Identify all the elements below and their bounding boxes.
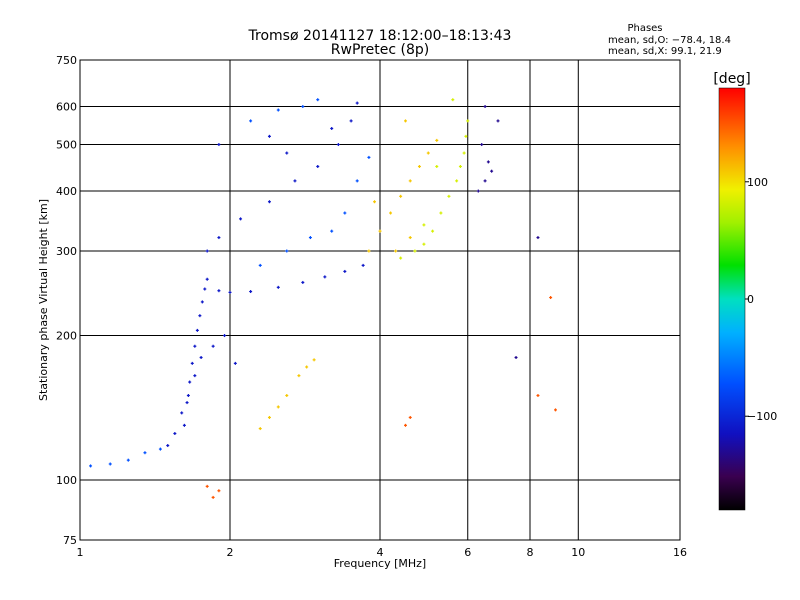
y-tick-label: 300 <box>56 245 77 258</box>
colorbar-tick-label: −100 <box>747 410 777 423</box>
phase-info-x: mean, sd,X: 99.1, 21.9 <box>608 46 722 57</box>
y-tick-label: 200 <box>56 330 77 343</box>
y-tick-label: 750 <box>56 54 77 67</box>
plot-frame <box>79 59 681 541</box>
x-axis-label: Frequency [MHz] <box>334 557 426 570</box>
x-tick-label: 6 <box>464 546 471 559</box>
y-tick-label: 600 <box>56 101 77 114</box>
phase-info-heading: Phases <box>627 23 662 34</box>
y-tick-label: 400 <box>56 185 77 198</box>
y-tick-label: 500 <box>56 139 77 152</box>
y-tick-label: 100 <box>56 474 77 487</box>
colorbar <box>718 87 746 511</box>
colorbar-tick-label: 100 <box>747 176 768 189</box>
axis-ticks: 1 2 4 6 8 10 16 75 100 200 300 400 500 600 750 <box>56 54 687 559</box>
chart-subtitle: RwPretec (8p) <box>331 42 429 58</box>
colorbar-label: [deg] <box>713 71 750 87</box>
x-tick-label: 2 <box>227 546 234 559</box>
x-tick-label: 4 <box>377 546 384 559</box>
phase-info-o: mean, sd,O: −78.4, 18.4 <box>608 35 731 46</box>
colorbar-ticks: 100 0 −100 <box>745 176 777 423</box>
x-tick-label: 8 <box>527 546 534 559</box>
x-tick-label: 16 <box>673 546 687 559</box>
y-axis-label: Stationary phase Virtual Height [km] <box>37 199 50 401</box>
x-tick-label: 10 <box>571 546 585 559</box>
grid <box>80 60 680 540</box>
x-tick-label: 1 <box>77 546 84 559</box>
y-tick-label: 75 <box>63 534 77 547</box>
chart-title: Tromsø 20141127 18:12:00–18:13:43 <box>248 28 512 44</box>
colorbar-tick-label: 0 <box>747 293 754 306</box>
data-points <box>89 98 557 499</box>
